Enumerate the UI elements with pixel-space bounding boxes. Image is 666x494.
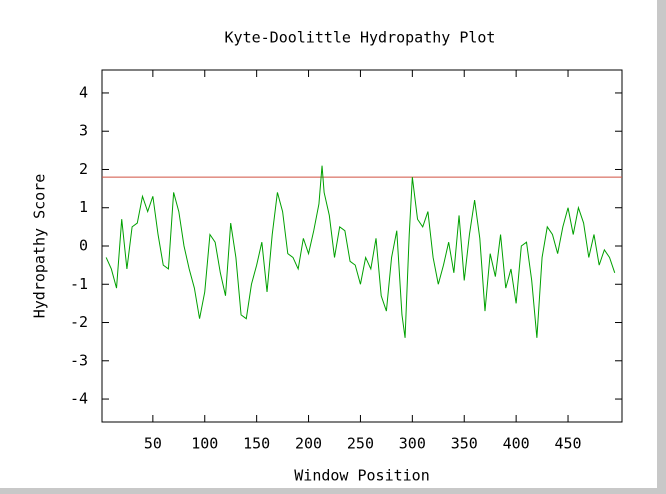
y-tick-label: -2 — [70, 313, 88, 331]
x-axis-label: Window Position — [294, 467, 429, 485]
y-tick-label: -4 — [70, 390, 88, 408]
chart-title: Kyte-Doolittle Hydropathy Plot — [225, 29, 496, 47]
y-axis-label: Hydropathy Score — [31, 174, 49, 319]
x-tick-label: 400 — [503, 435, 530, 453]
x-tick-label: 100 — [191, 435, 218, 453]
y-tick-label: 4 — [79, 83, 88, 101]
x-tick-label: 50 — [144, 435, 162, 453]
x-tick-label: 450 — [554, 435, 581, 453]
x-tick-label: 250 — [347, 435, 374, 453]
x-tick-label: 150 — [243, 435, 270, 453]
x-tick-label: 350 — [451, 435, 478, 453]
background — [0, 0, 657, 488]
y-tick-label: 0 — [79, 237, 88, 255]
y-tick-label: 3 — [79, 122, 88, 140]
data-line — [105, 165, 616, 338]
y-tick-label: -1 — [70, 275, 88, 293]
x-tick-label: 200 — [295, 435, 322, 453]
y-tick-label: -3 — [70, 351, 88, 369]
x-tick-label: 300 — [399, 435, 426, 453]
y-tick-label: 2 — [79, 160, 88, 178]
y-tick-label: 1 — [79, 198, 88, 216]
